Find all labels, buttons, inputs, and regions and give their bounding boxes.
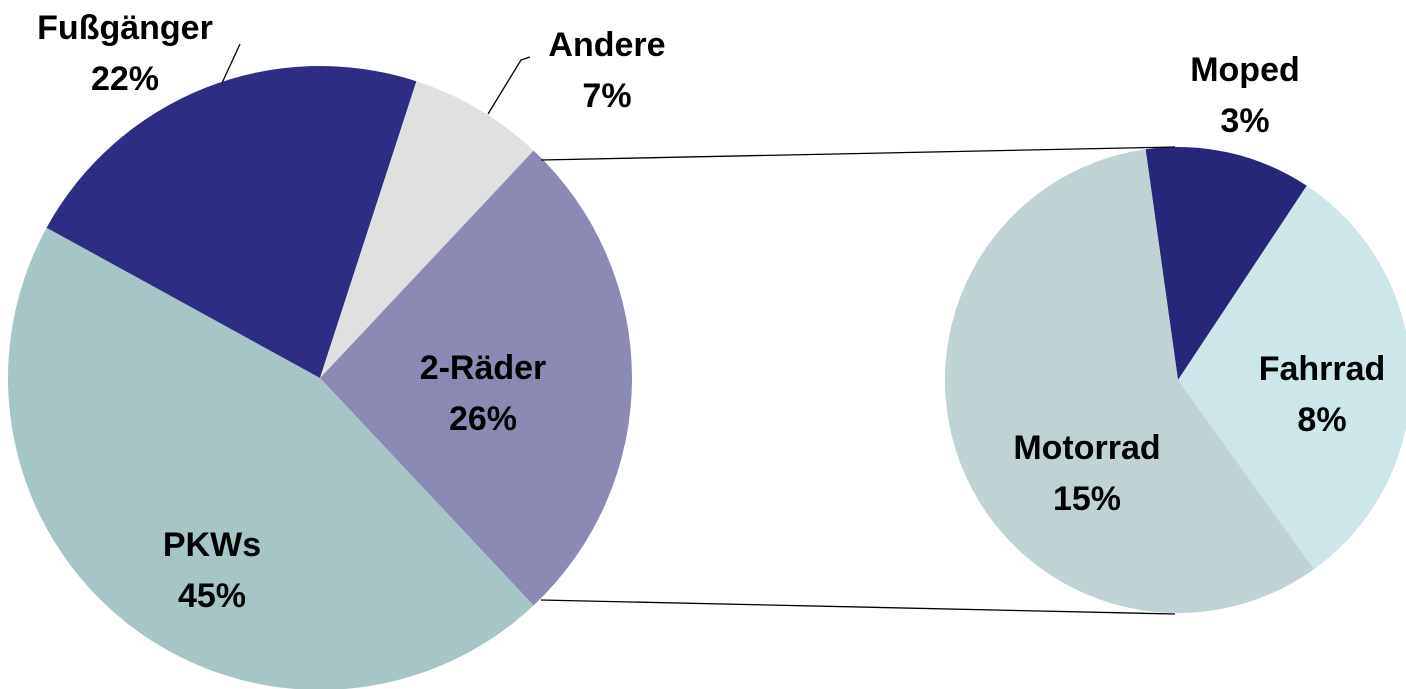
slice-value-label: 15% [1053,480,1121,518]
leader-line [487,56,531,115]
slice-value-label: 8% [1297,401,1346,439]
slice-label: Fußgänger [37,9,213,47]
pie-slice [320,150,632,606]
slice-label: Motorrad [1013,429,1160,467]
pie-slice [8,227,534,689]
slice-value-label: 26% [449,400,517,438]
pie-slice [1178,185,1406,570]
slice-label: PKWs [163,526,261,564]
slice-value-label: 7% [582,77,631,115]
labels: Moped 3% Fahrrad 8% Motorrad 15% 2-Räder 26% PKW… [37,9,1385,615]
slice-label: Andere [548,26,665,64]
leader-line [221,43,241,84]
connector-line [540,146,1176,161]
slice-value-label: 22% [91,60,159,98]
slice-value-label: 3% [1220,102,1269,140]
slice-label: Moped [1190,51,1300,89]
connector-line [540,599,1176,615]
pie-slice [320,81,534,378]
slice-label: 2-Räder [420,349,547,387]
pie-slice [944,149,1314,613]
slice-value-label: 45% [178,577,246,615]
pie-slice [1145,147,1307,380]
slice-label: Fahrrad [1259,350,1386,388]
pie-slice [46,66,417,379]
